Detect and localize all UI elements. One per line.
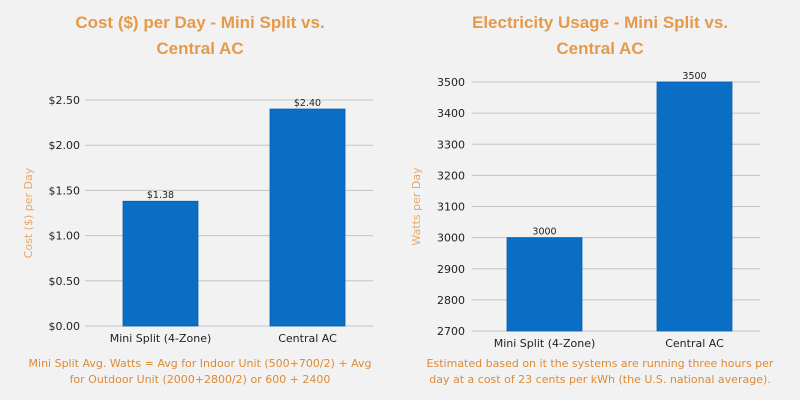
- chart-1-x-tick-label: Central AC: [278, 332, 337, 345]
- chart-1-footnote-line-1: Mini Split Avg. Watts = Avg for Indoor U…: [28, 357, 372, 370]
- chart-1-title: Cost ($) per Day - Mini Split vs. Centra…: [40, 10, 360, 62]
- chart-1-data-label: $2.40: [294, 98, 321, 109]
- chart-1-footnote: Mini Split Avg. Watts = Avg for Indoor U…: [20, 356, 380, 388]
- chart-1-x-tick-label: Mini Split (4-Zone): [110, 332, 212, 345]
- chart-2-y-tick-label: 2900: [437, 263, 465, 276]
- chart-2-title: Electricity Usage - Mini Split vs. Centr…: [410, 10, 790, 62]
- chart-2-data-label: 3500: [682, 71, 706, 82]
- chart-2-y-tick-label: 2800: [437, 294, 465, 307]
- chart-1-y-tick-label: $2.50: [49, 94, 81, 107]
- chart-2-x-tick-label: Central AC: [665, 337, 724, 350]
- chart-2-y-tick-label: 3500: [437, 76, 465, 89]
- chart-1-bar: [122, 200, 199, 327]
- chart-2-title-line-2: Central AC: [556, 39, 644, 58]
- chart-1-y-tick-label: $1.00: [49, 230, 81, 243]
- chart-1-y-tick-label: $1.50: [49, 184, 81, 197]
- chart-1-footnote-line-2: for Outdoor Unit (2000+2800/2) or 600 + …: [69, 373, 331, 386]
- chart-2-y-tick-label: 3100: [437, 201, 465, 214]
- chart-1-y-tick-label: $0.50: [49, 275, 81, 288]
- chart-2-y-tick-label: 2700: [437, 325, 465, 338]
- chart-2-y-axis-label: Watts per Day: [410, 167, 423, 246]
- chart-2-footnote-line-1: Estimated based on it the systems are ru…: [426, 357, 774, 370]
- chart-2-data-label: 3000: [532, 227, 556, 238]
- chart-2-bar: [656, 81, 733, 332]
- chart-2-footnote: Estimated based on it the systems are ru…: [415, 356, 785, 388]
- chart-1-title-line-1: Cost ($) per Day - Mini Split vs.: [75, 13, 325, 32]
- chart-2-x-tick-label: Mini Split (4-Zone): [494, 337, 596, 350]
- chart-1-title-line-2: Central AC: [156, 39, 244, 58]
- chart-2-y-tick-label: 3000: [437, 232, 465, 245]
- chart-1-y-tick-label: $2.00: [49, 139, 81, 152]
- chart-2-title-line-1: Electricity Usage - Mini Split vs.: [471, 13, 729, 32]
- chart-2-bar: [506, 237, 583, 332]
- chart-1-y-tick-label: $0.00: [49, 320, 81, 333]
- chart-1-data-label: $1.38: [147, 190, 174, 201]
- chart-2-footnote-line-2: day at a cost of 23 cents per kWh (the U…: [429, 373, 771, 386]
- chart-2-y-tick-label: 3400: [437, 107, 465, 120]
- chart-2-y-tick-label: 3300: [437, 138, 465, 151]
- chart-1-y-axis-label: Cost ($) per Day: [22, 167, 35, 258]
- chart-1-bar: [269, 108, 346, 327]
- chart-2-y-tick-label: 3200: [437, 169, 465, 182]
